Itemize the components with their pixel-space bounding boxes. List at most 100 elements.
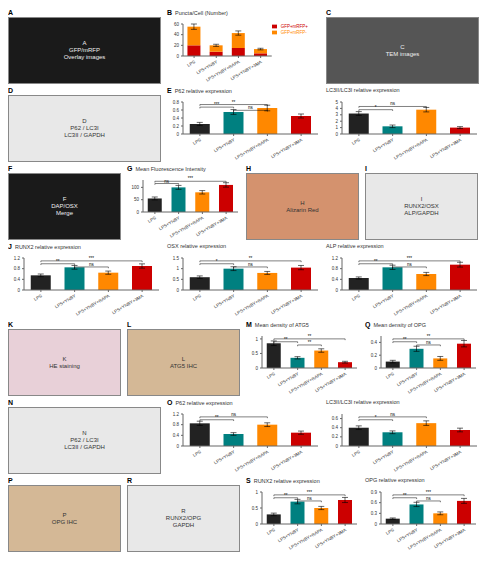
svg-text:ns: ns — [390, 101, 396, 106]
svg-text:0.5: 0.5 — [252, 506, 259, 511]
svg-text:**: ** — [308, 334, 312, 339]
svg-text:LPS+YNBY+RAPA: LPS+YNBY+RAPA — [393, 137, 428, 160]
svg-text:LPS: LPS — [385, 371, 395, 380]
svg-text:LPS+YNBY+3MA: LPS+YNBY+3MA — [270, 293, 303, 315]
svg-text:LPS+YNBY: LPS+YNBY — [213, 293, 236, 309]
svg-text:1: 1 — [176, 266, 179, 271]
svg-text:0.5: 0.5 — [173, 277, 180, 282]
svg-text:*: * — [216, 259, 218, 264]
svg-text:1: 1 — [255, 337, 258, 342]
svg-text:3: 3 — [335, 112, 338, 117]
svg-text:0.6: 0.6 — [371, 500, 378, 505]
svg-text:LPS+YNBY: LPS+YNBY — [54, 293, 77, 309]
svg-text:**: ** — [374, 259, 378, 264]
svg-text:0.4: 0.4 — [173, 116, 180, 121]
svg-text:0.4: 0.4 — [371, 340, 378, 345]
svg-text:0.8: 0.8 — [173, 422, 180, 427]
svg-text:LPS: LPS — [186, 59, 196, 68]
svg-text:0: 0 — [136, 210, 139, 215]
svg-text:LPS+YNBY+3MA: LPS+YNBY+3MA — [230, 59, 263, 81]
svg-text:0.5: 0.5 — [252, 351, 259, 356]
svg-text:0.4: 0.4 — [14, 277, 21, 282]
svg-text:1.5: 1.5 — [173, 256, 180, 261]
svg-text:LPS+YNBY+3MA: LPS+YNBY+3MA — [270, 137, 303, 159]
svg-text:LPS: LPS — [192, 137, 202, 146]
svg-text:ns: ns — [407, 262, 413, 267]
svg-text:LPS+YNBY: LPS+YNBY — [213, 137, 236, 153]
svg-text:*: * — [375, 105, 377, 110]
svg-text:LPS: LPS — [147, 215, 157, 224]
svg-text:LPS+YNBY+3MA: LPS+YNBY+3MA — [314, 527, 347, 549]
svg-text:5: 5 — [335, 100, 338, 105]
svg-text:ns: ns — [89, 262, 95, 267]
svg-text:**: ** — [308, 340, 312, 345]
svg-text:LPS: LPS — [266, 527, 276, 536]
svg-text:20: 20 — [174, 43, 180, 48]
svg-text:LPS+YNBY+3MA: LPS+YNBY+3MA — [195, 215, 228, 237]
svg-text:1: 1 — [335, 125, 338, 130]
svg-text:LPS+YNBY+3MA: LPS+YNBY+3MA — [429, 137, 462, 159]
svg-text:**: ** — [403, 337, 407, 342]
svg-text:0: 0 — [374, 366, 377, 371]
svg-text:LPS+YNBY+3MA: LPS+YNBY+3MA — [270, 449, 303, 471]
svg-text:**: ** — [56, 259, 60, 264]
svg-text:LPS: LPS — [266, 371, 276, 380]
svg-text:LPS+YNBY+3MA: LPS+YNBY+3MA — [314, 371, 347, 393]
svg-text:ns: ns — [231, 412, 237, 417]
svg-text:50: 50 — [134, 197, 140, 202]
svg-text:0.8: 0.8 — [332, 266, 339, 271]
svg-text:***: *** — [426, 490, 432, 495]
svg-text:ns: ns — [426, 496, 432, 501]
svg-text:LPS+YNBY+RAPA: LPS+YNBY+RAPA — [234, 449, 269, 472]
svg-text:LPS: LPS — [351, 293, 361, 302]
svg-text:LPS+YNBY+RAPA: LPS+YNBY+RAPA — [75, 293, 110, 316]
svg-text:0.2: 0.2 — [173, 124, 180, 129]
svg-text:ns: ns — [307, 496, 313, 501]
svg-text:0.2: 0.2 — [332, 434, 339, 439]
svg-text:LPS+YNBY+RAPA: LPS+YNBY+RAPA — [234, 137, 269, 160]
svg-text:LPS: LPS — [33, 293, 43, 302]
svg-text:**: ** — [232, 100, 236, 105]
svg-text:ns: ns — [390, 412, 396, 417]
svg-text:**: ** — [403, 493, 407, 498]
svg-text:LPS+YNBY+3MA: LPS+YNBY+3MA — [429, 293, 462, 315]
svg-text:0.4: 0.4 — [332, 277, 339, 282]
svg-text:0: 0 — [255, 522, 258, 527]
svg-text:0: 0 — [176, 54, 179, 59]
svg-text:ns: ns — [248, 105, 254, 110]
svg-text:LPS+YNBY+3MA: LPS+YNBY+3MA — [111, 293, 144, 315]
svg-text:LPS+YNBY: LPS+YNBY — [372, 293, 395, 309]
svg-text:0.6: 0.6 — [332, 416, 339, 421]
svg-text:LPS+YNBY: LPS+YNBY — [372, 137, 395, 153]
svg-text:ns: ns — [248, 262, 254, 267]
svg-text:0.4: 0.4 — [173, 433, 180, 438]
svg-text:LPS: LPS — [385, 527, 395, 536]
svg-text:LPS+YNBY+RAPA: LPS+YNBY+RAPA — [234, 293, 269, 316]
svg-text:LPS+YNBY+3MA: LPS+YNBY+3MA — [433, 371, 466, 393]
svg-text:0.8: 0.8 — [173, 100, 180, 105]
svg-text:LPS+YNBY: LPS+YNBY — [213, 449, 236, 465]
svg-text:LPS: LPS — [192, 449, 202, 458]
svg-text:1.2: 1.2 — [173, 412, 180, 417]
svg-text:**: ** — [249, 256, 253, 261]
svg-text:0: 0 — [335, 288, 338, 293]
svg-text:0.3: 0.3 — [371, 511, 378, 516]
svg-text:1.2: 1.2 — [332, 256, 339, 261]
svg-text:0: 0 — [17, 288, 20, 293]
svg-text:1: 1 — [255, 490, 258, 495]
svg-text:***: *** — [214, 102, 220, 107]
svg-text:***: *** — [407, 256, 413, 261]
svg-text:**: ** — [215, 415, 219, 420]
svg-text:LPS+YNBY+RAPA: LPS+YNBY+RAPA — [393, 449, 428, 472]
svg-text:**: ** — [284, 493, 288, 498]
svg-text:LPS: LPS — [351, 137, 361, 146]
svg-text:0: 0 — [176, 132, 179, 137]
svg-text:4: 4 — [335, 106, 338, 111]
svg-text:40: 40 — [174, 32, 180, 37]
svg-text:LPS: LPS — [192, 293, 202, 302]
svg-text:*: * — [375, 415, 377, 420]
svg-text:**: ** — [427, 334, 431, 339]
svg-text:LPS+YNBY: LPS+YNBY — [372, 449, 395, 465]
svg-text:LPS+YNBY+3MA: LPS+YNBY+3MA — [433, 527, 466, 549]
svg-text:***: *** — [188, 176, 194, 181]
